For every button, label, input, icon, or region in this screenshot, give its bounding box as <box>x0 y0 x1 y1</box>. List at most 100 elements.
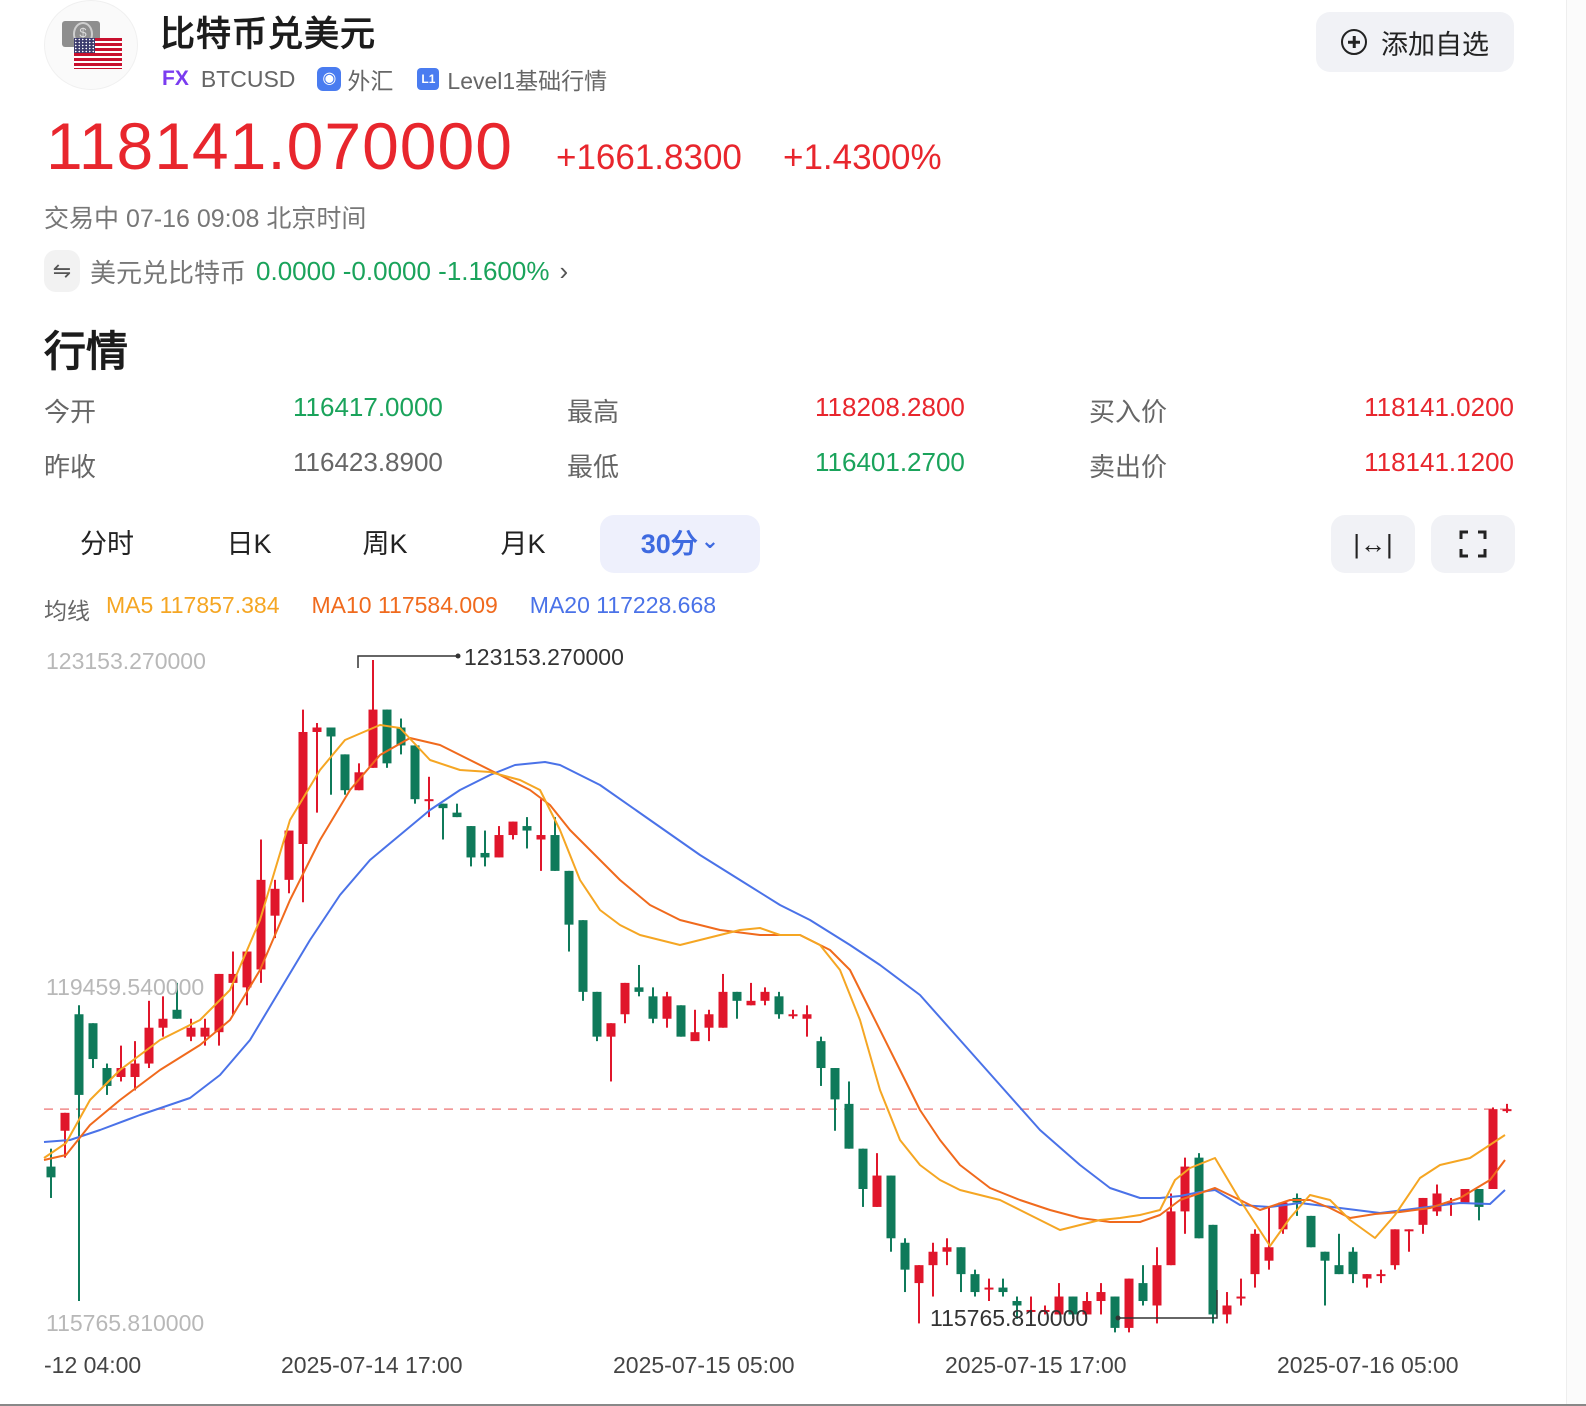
candle-body <box>1334 1265 1344 1275</box>
stat-row-1: 今开 116417.0000 最高 118208.2800 买入价 118141… <box>44 392 1514 447</box>
candle-body <box>620 982 630 1015</box>
ma20-line <box>43 761 1506 1214</box>
candle-body <box>1054 1296 1064 1315</box>
candle-body <box>410 745 420 800</box>
candle-body <box>1222 1305 1232 1315</box>
x-axis-label: 2025-07-14 17:00 <box>281 1352 463 1378</box>
quote-stats: 今开 116417.0000 最高 118208.2800 买入价 118141… <box>44 392 1514 502</box>
candle-body <box>942 1247 952 1252</box>
tab-weekly-k[interactable]: 周K <box>362 529 408 559</box>
candle-body <box>1390 1229 1400 1266</box>
candle-body <box>200 1027 210 1037</box>
candle-body <box>1264 1247 1274 1261</box>
candle-body <box>60 1112 70 1131</box>
candle-body <box>760 991 770 1001</box>
candle-body <box>46 1166 56 1178</box>
candle-body <box>1474 1188 1484 1207</box>
candle-body <box>466 826 476 858</box>
candle-body <box>998 1287 1008 1293</box>
y-axis-min-label: 115765.810000 <box>46 1310 205 1336</box>
prev-close-value: 116423.8900 <box>293 447 443 477</box>
section-title: 行情 <box>44 328 129 375</box>
high-label: 最高 <box>567 397 620 427</box>
min-annotation-dot <box>1115 1315 1121 1321</box>
fit-width-icon: |↔| <box>1353 528 1393 559</box>
chevron-down-icon: ⌄ <box>700 528 720 553</box>
candle-body <box>172 1009 182 1019</box>
ask-label: 卖出价 <box>1089 452 1168 482</box>
price-change: +1661.8300 <box>556 138 742 177</box>
candle-body <box>578 920 588 992</box>
candle-body <box>1082 1301 1092 1315</box>
candle-body <box>382 709 392 764</box>
x-axis-label: 2025-07-15 05:00 <box>613 1352 795 1378</box>
candle-body <box>788 1014 798 1017</box>
ask-value: 118141.1200 <box>1364 447 1514 477</box>
candle-body <box>802 1014 812 1019</box>
candle-body <box>592 991 602 1037</box>
candle-body <box>1040 1309 1050 1312</box>
tab-monthly-k[interactable]: 月K <box>500 529 546 559</box>
candle-body <box>1362 1274 1372 1279</box>
level1-badge-icon: L1 <box>417 68 440 90</box>
ma10-line <box>43 737 1506 1223</box>
page-title: 比特币兑美元 <box>160 15 377 54</box>
add-watchlist-label: 添加自选 <box>1381 29 1489 60</box>
bid-label: 买入价 <box>1089 397 1168 427</box>
candle-body <box>256 879 266 970</box>
candle-body <box>270 888 280 916</box>
candle-body <box>928 1251 938 1266</box>
tab-30min-dropdown[interactable]: 30分 ⌄ <box>600 515 760 573</box>
open-label: 今开 <box>44 397 97 427</box>
fullscreen-button[interactable] <box>1431 515 1515 573</box>
ma-label: 均线 <box>44 598 90 624</box>
tab-intraday[interactable]: 分时 <box>80 529 134 559</box>
min-price-annotation: 115765.810000 <box>930 1305 1089 1331</box>
candle-body <box>298 731 308 844</box>
category-label: 外汇 <box>347 68 394 94</box>
candle-body <box>368 709 378 768</box>
candle-body <box>662 996 672 1019</box>
prev-close-label: 昨收 <box>44 452 97 482</box>
right-edge <box>1566 0 1586 1406</box>
fit-width-button[interactable]: |↔| <box>1331 515 1415 573</box>
candle-body <box>88 1023 98 1060</box>
candle-body <box>186 1027 196 1037</box>
candle-body <box>354 772 364 791</box>
candle-body <box>1432 1193 1442 1212</box>
high-value: 118208.2800 <box>815 392 965 422</box>
candle-body <box>116 1068 126 1077</box>
ma20-value: MA20 117228.668 <box>529 592 717 618</box>
candle-body <box>886 1175 896 1239</box>
candle-body <box>102 1068 112 1086</box>
add-watchlist-button[interactable]: 添加自选 <box>1316 12 1514 72</box>
symbol-label: BTCUSD <box>200 65 296 92</box>
candle-body <box>284 830 294 880</box>
min-annotation-leader <box>1118 1290 1218 1319</box>
y-axis-max-label: 123153.270000 <box>46 648 206 674</box>
candle-body <box>858 1148 868 1189</box>
candle-body <box>1026 1309 1036 1312</box>
candle-body <box>1250 1233 1260 1275</box>
candle-body <box>1488 1109 1498 1189</box>
candle-body <box>438 803 448 809</box>
candle-body <box>1138 1283 1148 1302</box>
inverse-pair-label: 美元兑比特币 <box>90 257 247 288</box>
candle-body <box>1012 1301 1022 1306</box>
inverse-pair-link[interactable]: ⇋ 美元兑比特币 0.0000 -0.0000 -1.1600% › <box>44 250 568 292</box>
tab-daily-k[interactable]: 日K <box>226 529 272 559</box>
candle-body <box>1306 1215 1316 1248</box>
x-axis-label: 2025-07-16 05:00 <box>1277 1352 1459 1378</box>
candle-body <box>606 1023 616 1037</box>
candle-body <box>1124 1278 1134 1328</box>
candle-body <box>1502 1109 1512 1112</box>
candle-body <box>242 951 252 988</box>
candle-body <box>508 821 518 836</box>
open-value: 116417.0000 <box>293 392 443 422</box>
candle-body <box>704 1014 714 1028</box>
candle-body <box>1278 1202 1288 1230</box>
plus-circle-icon <box>1341 29 1367 55</box>
stat-row-2: 昨收 116423.8900 最低 116401.2700 卖出价 118141… <box>44 447 1514 502</box>
